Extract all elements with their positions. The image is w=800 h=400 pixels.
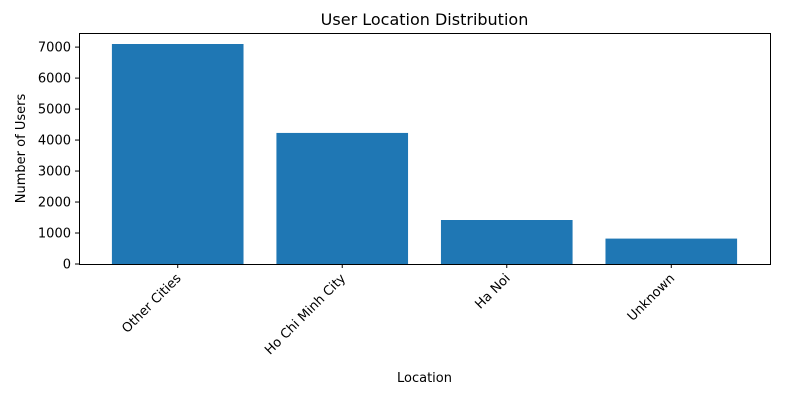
x-tick-label: Unknown (625, 271, 678, 324)
x-tick-label: Ho Chi Minh City (262, 271, 349, 358)
y-tick-label: 2000 (38, 196, 71, 211)
y-tick-label: 7000 (38, 41, 71, 56)
x-axis-label: Location (397, 371, 452, 386)
y-tick-label: 3000 (38, 165, 71, 180)
bar-unknown (605, 238, 738, 264)
x-tick-label: Other Cities (119, 271, 184, 336)
bars-group (111, 44, 738, 264)
x-tick-label: Ha Noi (472, 271, 513, 312)
bar-ho-chi-minh-city (276, 132, 409, 264)
bar-other-cities (111, 44, 244, 264)
plot-frame (79, 33, 771, 265)
y-tick-label: 5000 (38, 103, 71, 118)
x-axis-ticks: Other Cities Ho Chi Minh City Ha Noi Unknow… (119, 264, 678, 358)
y-tick-label: 1000 (38, 227, 71, 242)
chart-title: User Location Distribution (321, 10, 529, 29)
bar-ha-noi (440, 220, 573, 264)
y-tick-label: 4000 (38, 134, 71, 149)
y-tick-label: 6000 (38, 72, 71, 87)
y-axis-label: Number of Users (14, 94, 29, 204)
y-axis-ticks: 0 1000 2000 3000 4000 5000 6000 7000 (38, 41, 79, 273)
y-tick-label: 0 (63, 258, 71, 273)
